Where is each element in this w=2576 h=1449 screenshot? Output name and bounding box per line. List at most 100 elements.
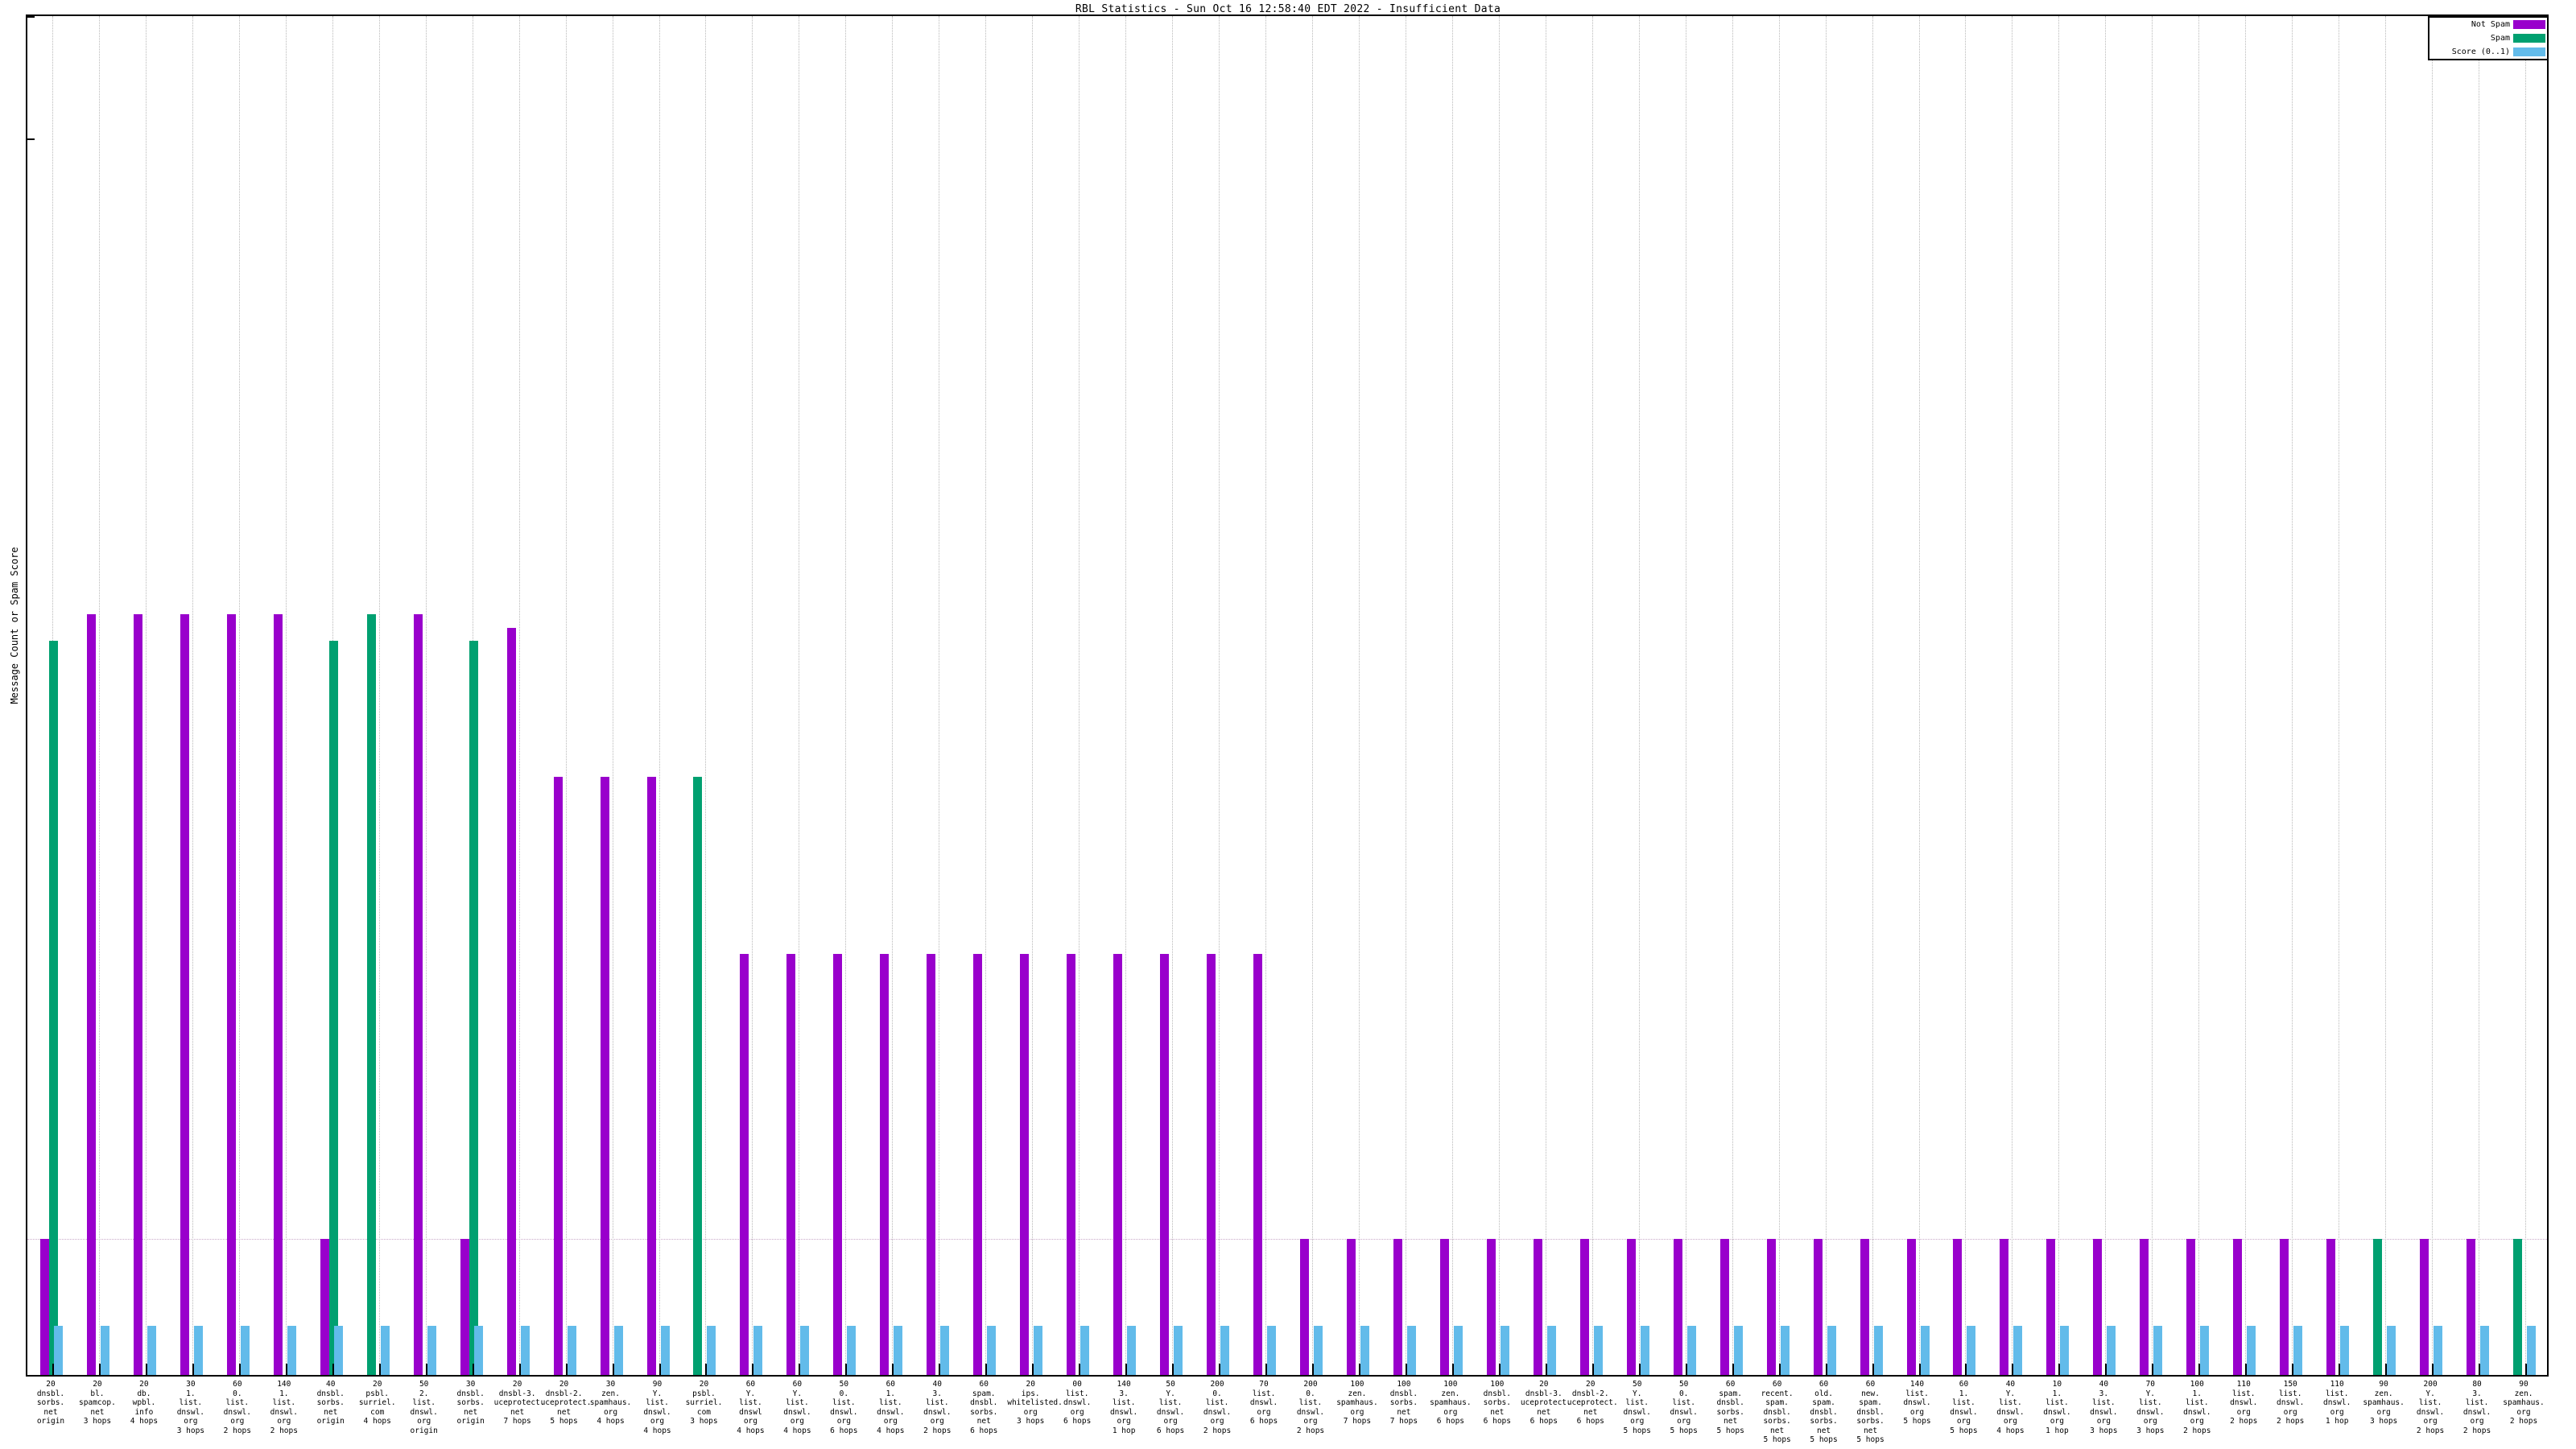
category-gridline <box>752 16 753 1375</box>
x-label-line: 3 hops <box>2136 1426 2165 1435</box>
bar-spam <box>693 777 703 1375</box>
x-tick <box>1825 1364 1827 1375</box>
x-label-count: 60 <box>886 1380 896 1389</box>
x-label-line: sorbs. <box>1763 1417 1791 1426</box>
category-gridline <box>1079 16 1080 1375</box>
x-label-line: 2 hops <box>923 1426 952 1435</box>
x-axis-tick-label: 110 list. dnswl. org 2 hops <box>2220 1380 2267 1426</box>
x-label-line: dnswl. <box>223 1407 251 1417</box>
x-label-line: list. <box>739 1398 762 1407</box>
x-tick <box>2245 1364 2248 1375</box>
x-label-line: zen. <box>1441 1389 1460 1398</box>
x-label-count: 60 <box>1725 1380 1736 1389</box>
x-label-line: sorbs. <box>36 1398 65 1407</box>
x-label-line: dnswl. <box>2277 1398 2305 1407</box>
x-label-line: list. <box>1672 1398 1695 1407</box>
x-tick <box>1732 1364 1734 1375</box>
x-label-line: origin <box>36 1417 65 1426</box>
x-label-line: uceprotect. <box>1567 1398 1618 1407</box>
category-gridline <box>2058 16 2060 1375</box>
bar-score <box>1080 1326 1090 1375</box>
bar-score <box>2434 1326 2443 1375</box>
x-axis-tick-label: 20 dnsbl-3. uceprotect. net 6 hops <box>1521 1380 1571 1426</box>
x-axis-tick-label: 60 Y. list. dnswl org 4 hops <box>727 1380 774 1435</box>
x-axis-tick-label: 60 old. spam. dnsbl. sorbs. net 5 hops <box>1801 1380 1847 1445</box>
x-label-line: ips. <box>1021 1389 1040 1398</box>
bar-score <box>1267 1326 1277 1375</box>
x-label-line: org <box>277 1417 291 1426</box>
x-label-line: 1. <box>2192 1389 2202 1398</box>
x-axis-tick-label: 40 dnsbl. sorbs. net origin <box>308 1380 354 1426</box>
x-label-line: sorbs. <box>1856 1417 1885 1426</box>
bar-score <box>380 1326 390 1375</box>
x-tick <box>518 1364 521 1375</box>
bar-not-spam <box>39 1239 49 1375</box>
bar-not-spam <box>553 777 563 1375</box>
bar-score <box>940 1326 950 1375</box>
x-label-line: dnswl. <box>1249 1398 1278 1407</box>
x-label-line: info <box>134 1407 154 1417</box>
x-label-line: 6 hops <box>830 1426 858 1435</box>
x-label-line: dnswl. <box>1996 1407 2025 1417</box>
x-label-count: 100 <box>2190 1380 2204 1389</box>
x-label-count: 110 <box>2330 1380 2344 1389</box>
x-label-line: dnswl. <box>877 1407 905 1417</box>
x-axis-tick-label: 30 dnsbl. sorbs. net origin <box>448 1380 494 1426</box>
x-label-line: 6 hops <box>1483 1417 1511 1426</box>
x-label-line: org <box>1909 1407 1925 1417</box>
x-label-line: 4 hops <box>363 1417 391 1426</box>
x-label-count: 90 <box>2379 1380 2388 1389</box>
x-label-line: 2 hops <box>2416 1426 2445 1435</box>
x-label-count: 90 <box>2519 1380 2529 1389</box>
x-label-line: dnswl. <box>410 1407 438 1417</box>
bar-score <box>800 1326 810 1375</box>
x-axis-tick-label: 140 1. list. dnswl. org 2 hops <box>261 1380 308 1435</box>
x-label-line: psbl. <box>692 1389 716 1398</box>
bar-not-spam <box>1953 1239 1963 1375</box>
x-label-count: 60 <box>1959 1380 1969 1389</box>
category-gridline <box>1125 16 1127 1375</box>
x-label-line: origin <box>316 1417 345 1426</box>
x-tick <box>2152 1364 2154 1375</box>
x-tick <box>1079 1364 1081 1375</box>
x-tick <box>705 1364 708 1375</box>
x-label-line: dnsbl. <box>1716 1398 1744 1407</box>
bar-score <box>2200 1326 2210 1375</box>
category-gridline <box>2012 16 2013 1375</box>
x-label-line: spam. <box>972 1389 996 1398</box>
x-label-line: Y. <box>2425 1389 2435 1398</box>
x-label-line: net <box>976 1417 991 1426</box>
x-tick <box>1872 1364 1874 1375</box>
x-label-line: 4 hops <box>877 1426 905 1435</box>
x-label-line: dnswl. <box>1109 1407 1138 1417</box>
x-label-line: Y. <box>792 1389 803 1398</box>
category-gridline <box>2105 16 2107 1375</box>
bar-score <box>894 1326 903 1375</box>
category-gridline <box>238 16 240 1375</box>
x-axis-tick-label: 30 1. list. dnswl. org 3 hops <box>167 1380 214 1435</box>
x-axis-tick-label: 90 zen. spamhaus. org 3 hops <box>2360 1380 2407 1426</box>
bar-not-spam <box>2280 1239 2289 1375</box>
x-label-line: Y. <box>652 1389 663 1398</box>
x-label-line: 2 hops <box>2509 1417 2538 1426</box>
bar-not-spam <box>86 613 96 1375</box>
x-label-line: zen. <box>2514 1389 2533 1398</box>
x-label-count: 20 <box>699 1380 709 1389</box>
x-label-line: org <box>2190 1417 2204 1426</box>
x-label-count: 40 <box>932 1380 942 1389</box>
x-label-line: list. <box>925 1398 949 1407</box>
x-label-count: 60 <box>1865 1380 1876 1389</box>
x-label-line: dnswl. <box>1623 1407 1651 1417</box>
bar-not-spam <box>2093 1239 2103 1375</box>
x-label-line: dnsbl. <box>1483 1389 1511 1398</box>
x-label-line: org <box>1630 1417 1645 1426</box>
x-axis-tick-label: 200 Y. list. dnswl. org 2 hops <box>2407 1380 2454 1435</box>
x-label-count: 90 <box>652 1380 663 1389</box>
x-axis-tick-label: 60 spam. dnsbl. sorbs. net 6 hops <box>960 1380 1007 1435</box>
x-tick <box>799 1364 801 1375</box>
x-label-count: 20 <box>559 1380 569 1389</box>
bar-not-spam <box>1860 1239 1869 1375</box>
bar-not-spam <box>786 953 796 1375</box>
x-label-line: psbl. <box>365 1389 390 1398</box>
